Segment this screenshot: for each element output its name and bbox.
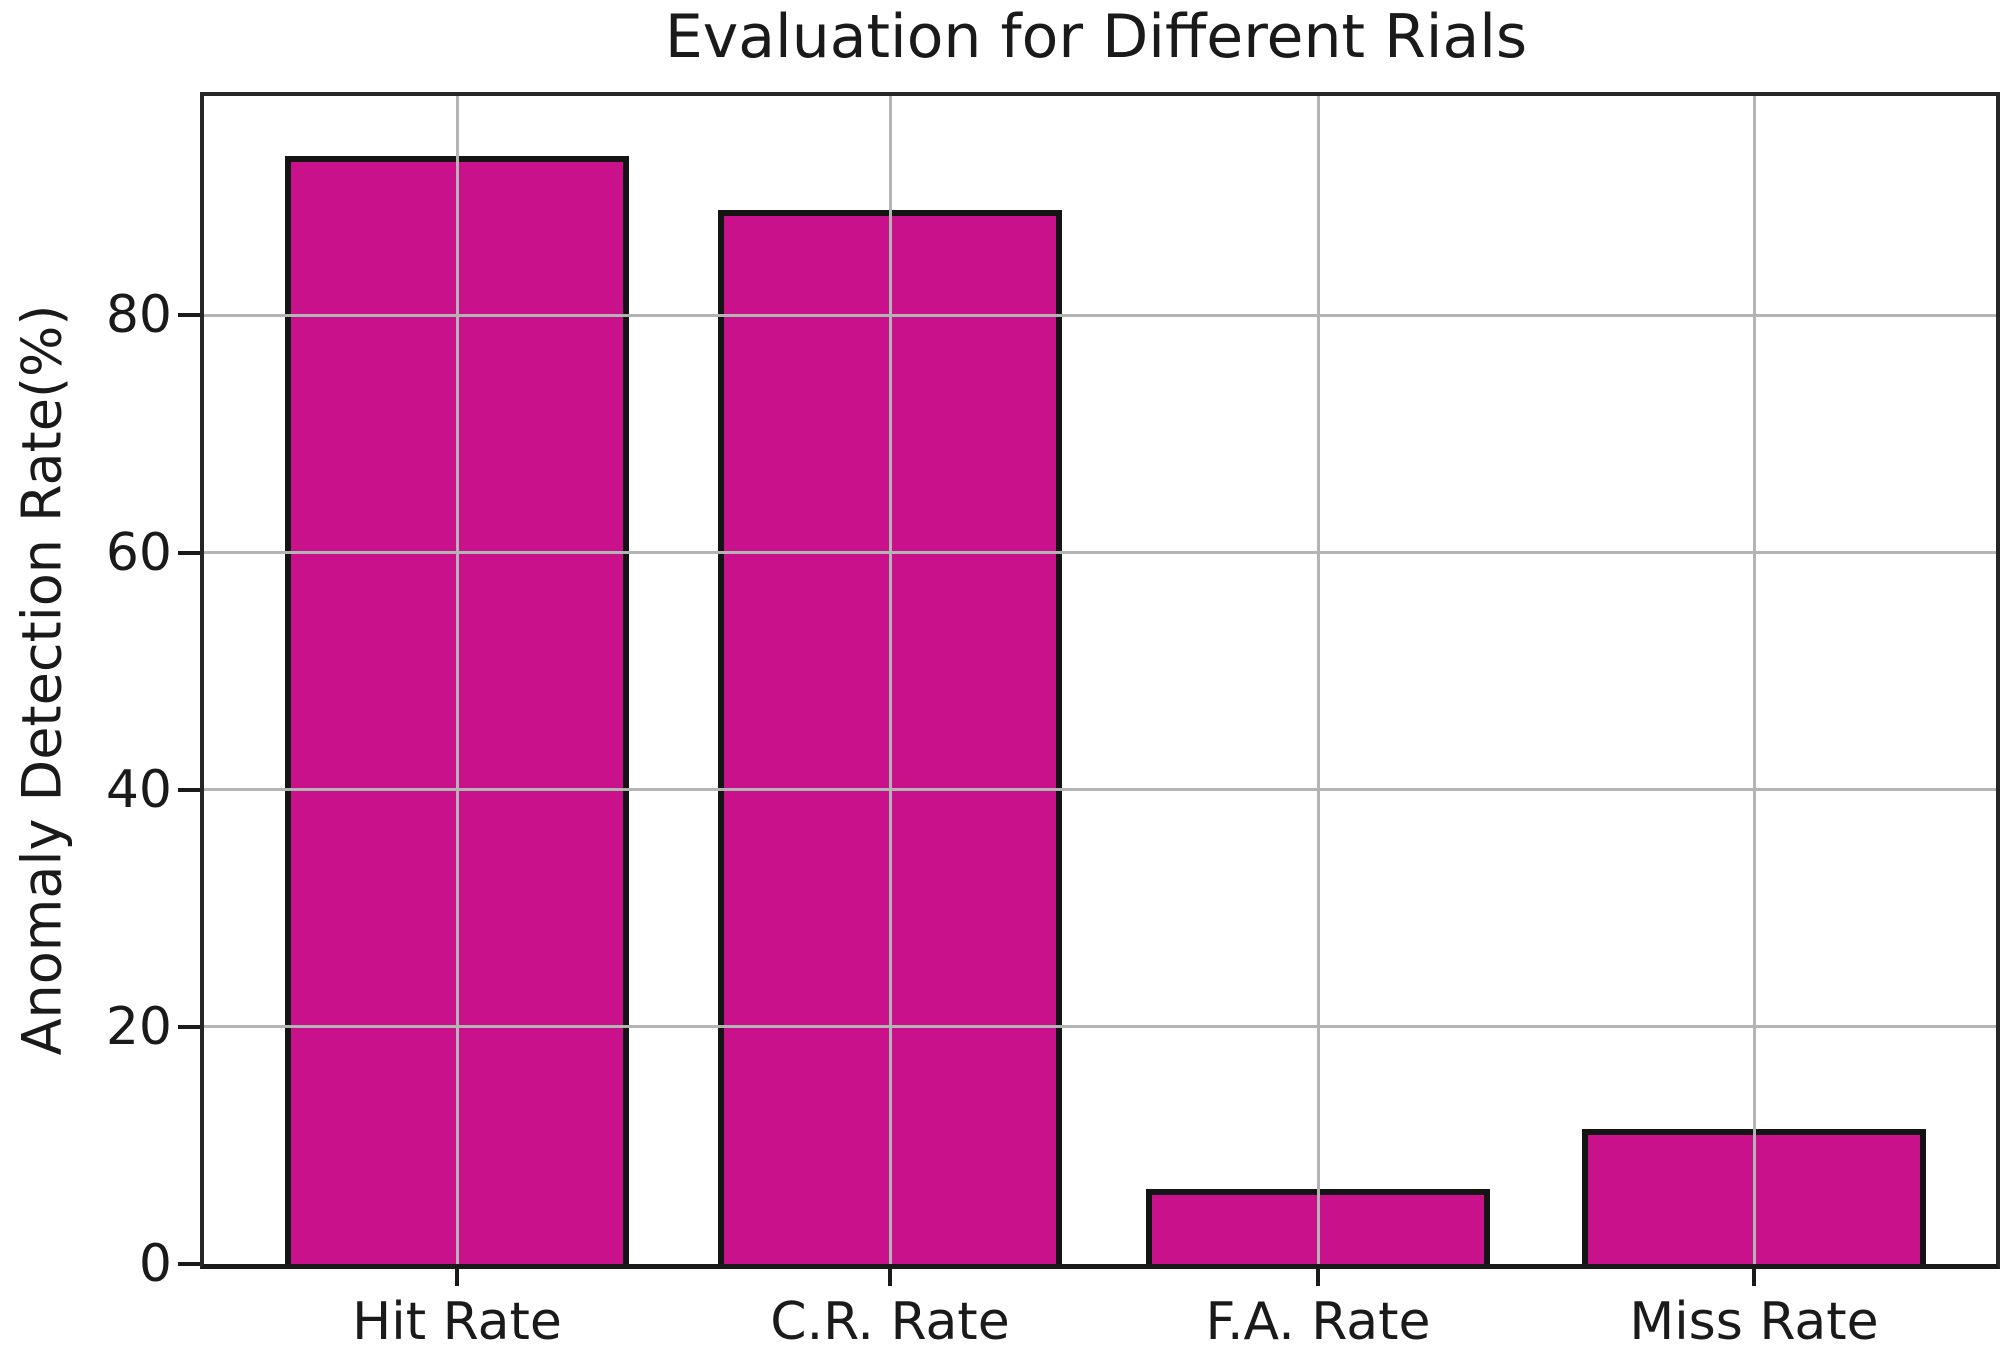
y-tick-label-80: 80 (105, 285, 172, 346)
gridline-y-80 (204, 313, 1996, 317)
gridline-x-1 (455, 96, 459, 1264)
y-tick-mark-40 (178, 787, 200, 792)
gridline-x-2 (888, 96, 892, 1264)
gridline-x-4 (1752, 96, 1756, 1264)
gridline-y-20 (204, 1025, 1996, 1029)
y-axis-label: Anomaly Detection Rate(%) (10, 304, 74, 1056)
y-tick-mark-60 (178, 550, 200, 555)
y-tick-mark-80 (178, 313, 200, 318)
x-tick-label-miss-rate: Miss Rate (1629, 1292, 1879, 1352)
x-tick-mark-3 (1316, 1264, 1320, 1286)
x-tick-mark-2 (888, 1264, 892, 1286)
x-tick-label-hit-rate: Hit Rate (352, 1292, 562, 1352)
plot-area: Anomaly Detection Rate(%) 0 20 40 60 80 Hit R… (11, 92, 2000, 1348)
chart-title: Evaluation for Different Rials (664, 2, 1528, 72)
y-tick-mark-0 (178, 1262, 200, 1266)
x-tick-label-c-r-rate: C.R. Rate (770, 1292, 1010, 1352)
y-tick-label-20: 20 (105, 996, 172, 1057)
x-tick-mark-4 (1752, 1264, 1756, 1286)
y-tick-mark-20 (178, 1024, 200, 1029)
x-tick-label-f-a-rate: F.A. Rate (1205, 1292, 1431, 1352)
y-tick-label-60: 60 (105, 522, 172, 583)
y-tick-label-40: 40 (105, 759, 172, 820)
gridline-y-60 (204, 551, 1996, 555)
gridline-x-3 (1316, 96, 1320, 1264)
gridline-y-40 (204, 788, 1996, 792)
y-tick-label-0: 0 (138, 1234, 172, 1294)
x-tick-mark-1 (455, 1264, 459, 1286)
